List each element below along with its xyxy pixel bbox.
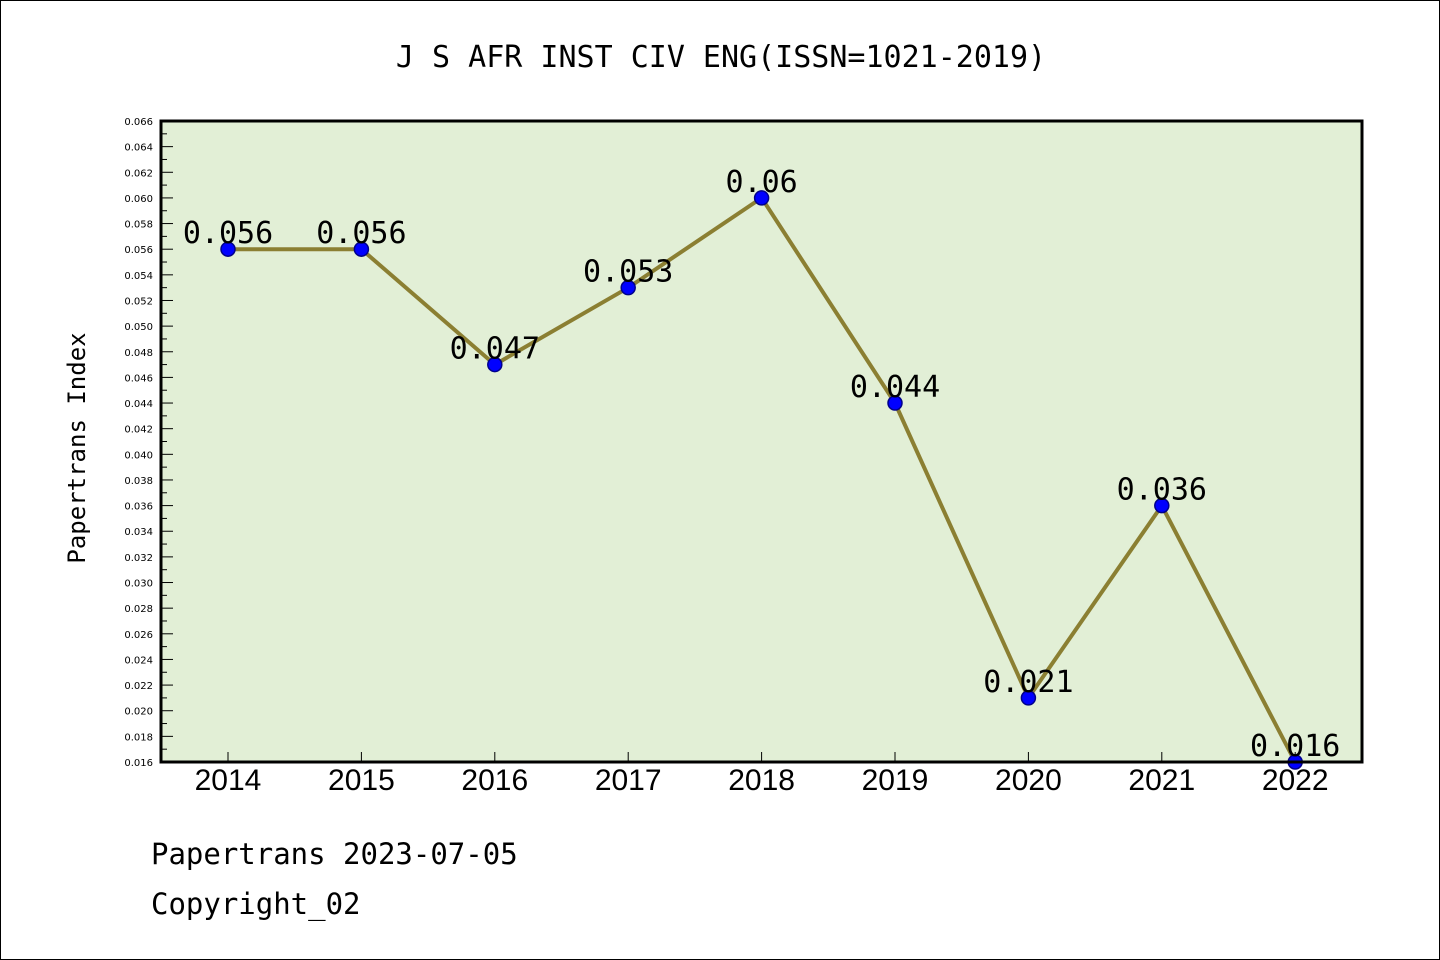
y-tick-label: 0.020 <box>124 707 153 718</box>
data-label: 0.044 <box>850 370 940 405</box>
y-tick-label: 0.026 <box>124 630 153 641</box>
y-tick-label: 0.056 <box>124 245 153 256</box>
y-tick-label: 0.018 <box>124 732 153 743</box>
y-tick-label: 0.052 <box>124 296 153 307</box>
x-tick-label: 2017 <box>595 764 662 797</box>
data-label: 0.06 <box>725 165 797 200</box>
x-tick-label: 2021 <box>1128 764 1195 797</box>
axis-ticks: 0.016 0.018 0.020 0.022 0.024 0.026 0.028 0.030… <box>124 117 1328 797</box>
chart-title: J S AFR INST CIV ENG(ISSN=1021-2019) <box>396 40 1046 75</box>
y-axis-label: Papertrans Index <box>63 332 91 563</box>
data-point-marker <box>220 241 236 257</box>
data-point-marker <box>1020 690 1037 706</box>
data-point-marker <box>487 356 503 373</box>
data-point-marker <box>753 190 770 206</box>
data-label: 0.056 <box>316 216 406 251</box>
data-point-marker <box>887 395 903 411</box>
plot-area <box>161 121 1362 762</box>
x-tick-label: 2015 <box>328 764 395 797</box>
x-tick-label: 2016 <box>461 764 528 797</box>
x-tick-label: 2019 <box>862 764 929 797</box>
y-tick-label: 0.032 <box>124 553 153 564</box>
data-point-marker <box>620 279 636 296</box>
data-label: 0.021 <box>983 665 1073 700</box>
x-tick-label: 2014 <box>195 764 262 797</box>
y-tick-label: 0.062 <box>124 168 153 179</box>
y-tick-label: 0.036 <box>124 502 153 513</box>
y-tick-label: 0.028 <box>124 604 153 615</box>
footer-copyright-text: Copyright_02 <box>151 887 361 921</box>
data-labels: 0.056 0.056 0.047 0.053 0.06 0.044 0.021 0.036 0… <box>183 165 1341 764</box>
y-tick-label: 0.058 <box>124 220 153 231</box>
data-point-marker <box>353 241 370 257</box>
data-label: 0.047 <box>450 332 540 367</box>
y-tick-label: 0.038 <box>124 476 153 487</box>
y-tick-label: 0.040 <box>124 450 153 461</box>
y-tick-label: 0.022 <box>124 681 153 692</box>
x-tick-label: 2018 <box>728 764 795 797</box>
data-label: 0.016 <box>1250 729 1340 764</box>
y-tick-label: 0.024 <box>124 655 153 666</box>
y-tick-label: 0.034 <box>124 527 153 538</box>
y-tick-label: 0.060 <box>124 194 153 205</box>
y-tick-label: 0.042 <box>124 425 153 436</box>
y-tick-label: 0.046 <box>124 373 153 384</box>
data-points <box>220 190 1303 770</box>
data-label: 0.056 <box>183 216 273 251</box>
data-label: 0.036 <box>1117 473 1207 508</box>
y-tick-label: 0.050 <box>124 322 153 333</box>
plot-border <box>159 119 1364 764</box>
y-tick-label: 0.044 <box>124 399 153 410</box>
y-tick-label: 0.016 <box>124 758 153 769</box>
y-tick-label: 0.064 <box>124 143 153 154</box>
y-tick-label: 0.030 <box>124 579 153 590</box>
y-tick-label: 0.048 <box>124 348 153 359</box>
footer-date-text: Papertrans 2023-07-05 <box>151 837 518 871</box>
y-tick-label: 0.066 <box>124 117 153 128</box>
x-tick-label: 2020 <box>995 764 1062 797</box>
y-tick-label: 0.054 <box>124 271 153 282</box>
data-label: 0.053 <box>583 255 673 290</box>
data-point-marker <box>1154 497 1170 514</box>
